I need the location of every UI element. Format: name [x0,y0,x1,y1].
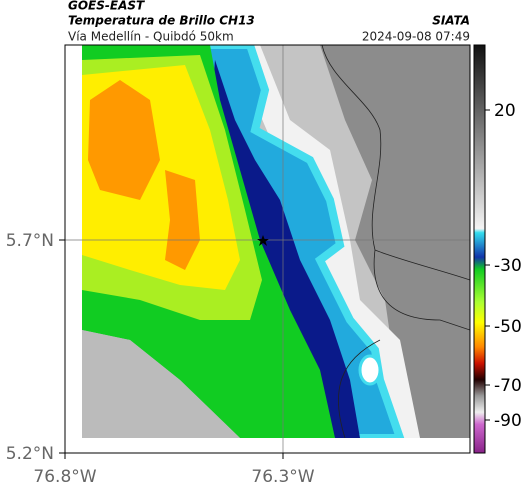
coldest-tops [165,170,200,270]
colorbar-label: -70 [494,376,522,396]
colorbar-label: 20 [494,101,516,121]
title: Temperatura de Brillo CH13 [68,14,255,28]
lon-label: 76.8°W [33,467,96,487]
colorbar [473,44,486,454]
satellite-image [82,45,470,438]
credit: SIATA [432,14,470,28]
deep-band [212,60,360,438]
subtitle: Vía Medellín - Quibdó 50km [68,30,234,44]
warm-surface [320,45,470,438]
city-marker [257,235,269,246]
cloud-cell [358,354,382,386]
lat-label: 5.7°N [6,231,54,251]
lon-label: 76.3°W [251,467,314,487]
date: 2024-09-08 07:49 [362,30,470,44]
boundaries [321,45,470,438]
source: GOES-EAST [68,0,145,13]
lat-label: 5.2°N [6,444,54,464]
clear-corner [82,330,240,438]
map-frame [64,44,471,454]
coldest-tops [88,80,160,200]
colorbar-label: -50 [494,317,522,337]
colorbar-ticks: 20 -30 -50 -70 -90 [485,101,522,431]
colorbar-label: -90 [494,411,522,431]
colorbar-label: -30 [494,256,522,276]
